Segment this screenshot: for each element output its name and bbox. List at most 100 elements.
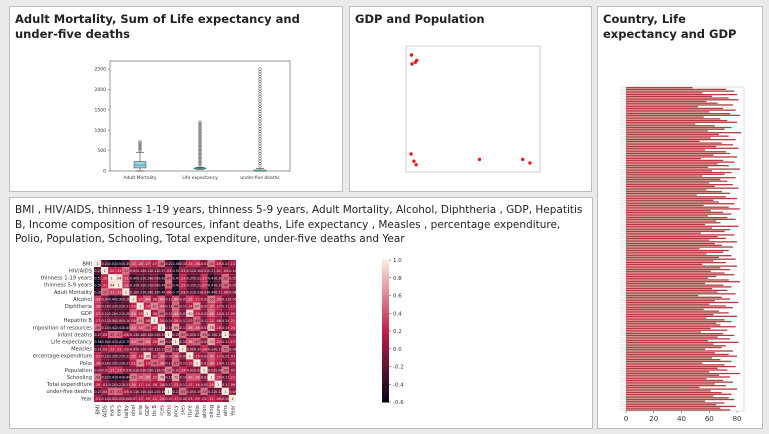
heatmap-cell [122,323,130,331]
heatmap-cell-label: .17 [173,397,178,401]
heatmap-cell-label: 1 [167,333,169,337]
hbar-bar [626,372,740,375]
box-outlier [258,152,262,156]
heatmap-cell [172,316,180,324]
box-outlier [138,146,142,150]
heatmap-cell [214,281,222,289]
colorbar-segment [382,281,389,286]
heatmap-cell [94,345,102,353]
heatmap-cell-label: .21 [130,361,135,365]
heatmap-cell-label: .20 [145,305,150,309]
hbar-bar [626,161,735,163]
heatmap-cell-label: 1 [167,390,169,394]
heatmap-cell [193,295,201,303]
heatmap-cell-label: -0.25 [185,276,194,280]
heatmap-cell [136,380,144,388]
boxplot-card[interactable]: Adult Mortality, Sum of Life expectancy … [9,6,343,192]
hbar-bar [626,230,725,233]
heatmap-cell-label: .08 [166,290,171,294]
heatmap-cell-label: -0.23 [107,305,116,309]
heatmap-cell [150,338,158,346]
heatmap-cell-label: -0.47 [207,283,216,287]
heatmap-col-label: ation [202,405,208,418]
heatmap-cell [165,323,173,331]
heatmap-cell-label: -0.04 [228,333,237,337]
heatmap-cell-label: .52 [102,290,107,294]
heatmap-cell-label: .23 [187,262,192,266]
heatmap-cell-label: .19 [95,383,100,387]
heatmap-cell-label: .22 [208,319,213,323]
hbar-bar [626,397,729,399]
heatmap-cell [165,331,173,339]
heatmap-cell-label: .22 [216,340,221,344]
hbar-bar [626,99,739,101]
heatmap-cell [207,394,215,402]
heatmap-cell-label: -0.21 [207,269,216,273]
heatmap-cell-label: -0.09 [150,283,159,287]
heatmap-cell [122,345,130,353]
heatmap-cell-label: .56 [166,369,171,373]
hbar-bar [626,289,728,292]
hbar-bar [626,244,722,246]
heatmap-cell-label: .22 [152,376,157,380]
box-outlier [258,124,262,128]
colorbar-segment [382,380,389,385]
heatmap-cell-label: .47 [166,283,171,287]
heatmap-cell [186,352,194,360]
heatmap-col-label: iture [216,405,222,417]
box-outlier [258,114,262,118]
heatmap-cell [143,309,151,317]
heatmap-cell-label: -0.16 [122,319,131,323]
heatmap-cell-label: -0.21 [221,376,230,380]
heatmap-cell [221,387,229,395]
hbar-bar [626,92,703,94]
box-outlier [258,149,262,153]
heatmap-cell [179,345,187,353]
box-outlier [258,157,262,161]
heatmap-cell [186,260,194,268]
heatmap-cell [108,274,116,282]
heatmap-cell [150,352,158,360]
heatmap-cell [143,373,151,381]
hbar-bar [626,378,707,380]
hbar-bar [626,107,724,110]
heatmap-cell-label: .02 [201,397,206,401]
heatmap-cell-label: .72 [173,376,178,380]
heatmap-cell [172,331,180,339]
heatmap-cell [115,345,123,353]
heatmap-cell-label: -0.24 [93,390,102,394]
heatmap-cell-label: .35 [208,305,213,309]
heatmap-cell-label: .27 [201,276,206,280]
heatmap-cell-label: -0.14 [178,376,187,380]
heatmap-cell-label: -0.10 [185,269,194,273]
heatmap-cell-label: -0.28 [107,312,116,316]
heatmap-cell [179,387,187,395]
box-outlier [258,85,262,89]
hbar-bar [626,201,720,203]
heatmap-cell-label: -0.06 [185,347,194,351]
heatmap-cell [179,366,187,374]
hbar-bar [626,190,722,193]
colorbar-segment [382,306,389,311]
heatmap-cell-label: .47 [194,340,199,344]
heatmap-card[interactable]: BMI , HIV/AIDS, thinness 1-19 years, thi… [9,197,593,429]
heatmap-cell [143,331,151,339]
heatmap-cell-label: .11 [230,262,235,266]
box-outlier [198,123,202,127]
hbar-card[interactable]: Country, Life expectancy and GDP 0 20 40 60… [597,6,763,429]
hbar-bar [626,100,707,103]
heatmap-cell [150,295,158,303]
heatmap-cell [172,281,180,289]
hbar-bar [626,227,713,229]
heatmap-cell-label: -0.23 [122,354,131,358]
heatmap-cell [143,274,151,282]
heatmap-cell [136,352,144,360]
scatter-point [409,53,414,57]
scatter-card[interactable]: GDP and Population [349,6,592,192]
heatmap-cell [129,302,137,310]
heatmap-col-label: ohol [131,405,137,416]
heatmap-cell-label: .09 [230,383,235,387]
scatter-point [414,163,418,167]
heatmap-cell-label: -0.24 [164,319,173,323]
heatmap-cell-label: -0.12 [150,347,159,351]
